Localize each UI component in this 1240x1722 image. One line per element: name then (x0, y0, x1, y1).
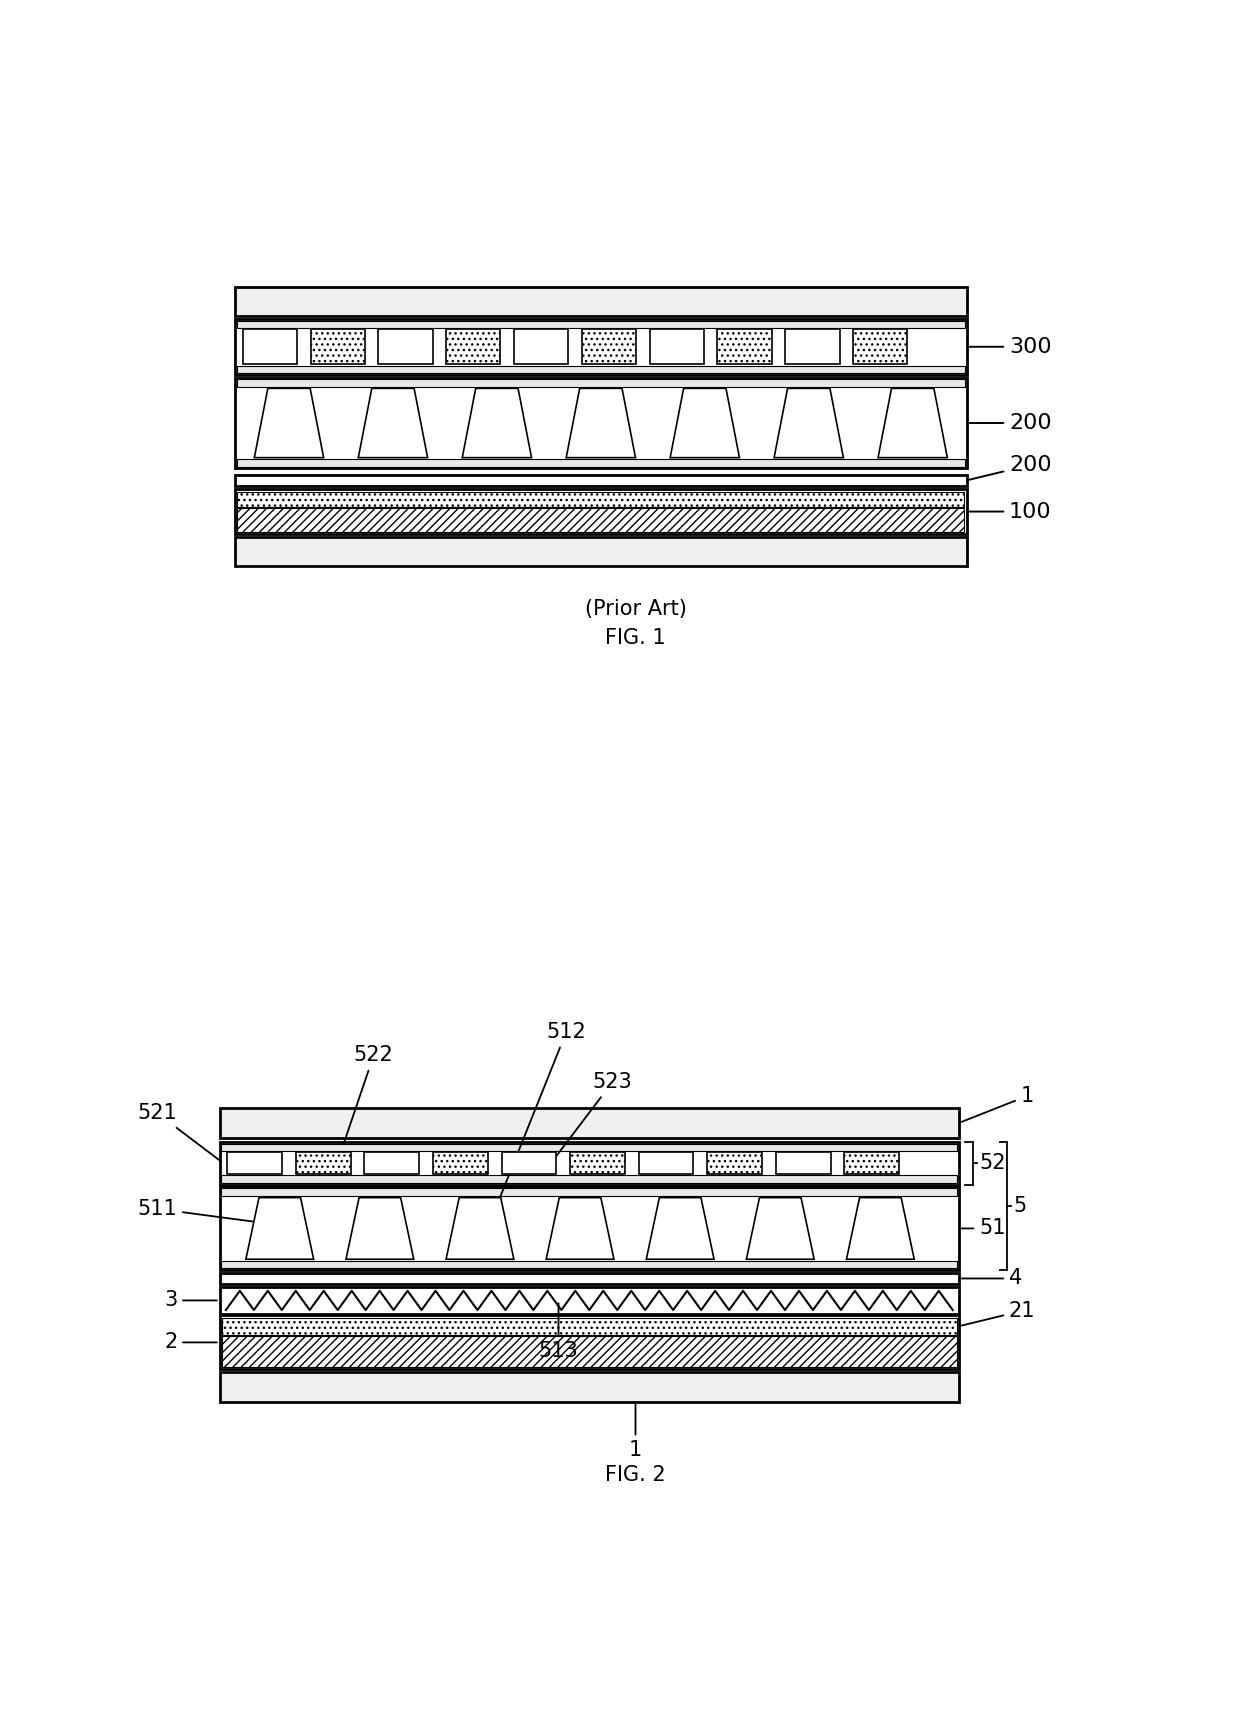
Polygon shape (346, 1197, 414, 1259)
Bar (221, 1176, 957, 1183)
Bar (227, 1152, 283, 1174)
Text: 511: 511 (138, 1199, 270, 1224)
Polygon shape (774, 389, 843, 458)
Bar (237, 508, 965, 532)
Bar (236, 319, 967, 374)
Bar (639, 1152, 693, 1174)
Bar (446, 329, 501, 365)
Bar (582, 329, 636, 365)
Text: (Prior Art): (Prior Art) (584, 599, 687, 618)
Polygon shape (646, 1197, 714, 1259)
Bar (776, 1152, 831, 1174)
Bar (501, 1152, 557, 1174)
Bar (237, 491, 965, 506)
Bar (853, 329, 908, 365)
Bar (237, 379, 965, 387)
Polygon shape (746, 1197, 815, 1259)
Text: 522: 522 (343, 1045, 393, 1143)
Polygon shape (358, 389, 428, 458)
Text: 100: 100 (970, 501, 1052, 522)
Text: 51: 51 (962, 1219, 1006, 1238)
Bar (222, 1317, 956, 1335)
Polygon shape (446, 1197, 513, 1259)
Bar (296, 1152, 351, 1174)
Text: 200: 200 (970, 455, 1052, 480)
Bar (365, 1152, 419, 1174)
Bar (310, 329, 365, 365)
Bar (378, 329, 433, 365)
Text: 5: 5 (1013, 1197, 1027, 1216)
Bar (515, 329, 568, 365)
Bar (237, 460, 965, 467)
Polygon shape (670, 389, 739, 458)
Bar (236, 288, 967, 315)
Bar (243, 329, 298, 365)
Bar (433, 1152, 487, 1174)
Bar (219, 1286, 959, 1314)
Polygon shape (567, 389, 635, 458)
Text: 200: 200 (970, 413, 1052, 432)
Polygon shape (847, 1197, 914, 1259)
Text: 21: 21 (961, 1300, 1035, 1326)
Bar (707, 1152, 763, 1174)
Text: 1: 1 (629, 1405, 642, 1460)
Bar (219, 1316, 959, 1369)
Text: 52: 52 (978, 1154, 1006, 1173)
Bar (219, 1372, 959, 1402)
Bar (844, 1152, 899, 1174)
Text: 1: 1 (961, 1087, 1034, 1123)
Text: 513: 513 (538, 1304, 578, 1360)
Bar (221, 1261, 957, 1269)
Polygon shape (254, 389, 324, 458)
Text: FIG. 1: FIG. 1 (605, 629, 666, 647)
Polygon shape (246, 1197, 314, 1259)
Text: 4: 4 (962, 1269, 1022, 1288)
Text: 521: 521 (138, 1104, 221, 1162)
Bar (236, 489, 967, 534)
Bar (222, 1336, 956, 1367)
Bar (219, 1142, 959, 1185)
Bar (570, 1152, 625, 1174)
Bar (221, 1143, 957, 1152)
Bar (236, 537, 967, 567)
Bar (785, 329, 839, 365)
Bar (237, 367, 965, 374)
Polygon shape (546, 1197, 614, 1259)
Polygon shape (878, 389, 947, 458)
Bar (219, 1186, 959, 1271)
Bar (237, 320, 965, 327)
Text: FIG. 2: FIG. 2 (605, 1465, 666, 1484)
Text: 512: 512 (490, 1023, 587, 1221)
Text: 523: 523 (553, 1073, 632, 1161)
Bar (219, 1109, 959, 1138)
Text: 2: 2 (164, 1333, 217, 1352)
Bar (650, 329, 704, 365)
Text: 300: 300 (970, 338, 1052, 356)
Bar (219, 1273, 959, 1285)
Text: 3: 3 (164, 1290, 217, 1310)
Bar (718, 329, 771, 365)
Polygon shape (463, 389, 532, 458)
Bar (236, 377, 967, 468)
Bar (236, 475, 967, 486)
Bar (221, 1188, 957, 1197)
